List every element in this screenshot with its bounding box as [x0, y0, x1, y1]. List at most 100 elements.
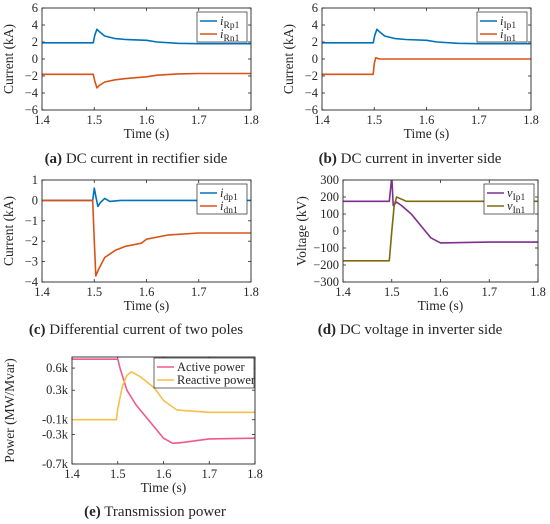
y-tick-label: 0 [32, 52, 38, 66]
legend-label: iIn1 [500, 27, 516, 44]
y-tick-label: −300 [313, 275, 339, 289]
y-tick-label: -0.1k [42, 413, 69, 427]
y-tick-label: −2 [305, 69, 318, 83]
series-line-irp1 [42, 28, 251, 45]
x-tick-label: 1.5 [86, 285, 102, 299]
y-tick-label: −4 [305, 86, 319, 100]
legend-label: Reactive power [177, 373, 256, 387]
legend-label: vIp1 [507, 186, 525, 203]
y-tick-label: 300 [320, 173, 339, 187]
x-tick-label: 1.5 [110, 467, 126, 481]
plot-frame [71, 356, 256, 465]
y-tick-label: −2 [25, 234, 38, 248]
plot-frame [41, 179, 252, 283]
x-tick-label: 1.6 [419, 113, 435, 127]
chart-panel-e: 1.4 1.5 1.6 1.7 1.8 0.6k 0.3k -0.1k-0.3k -0.7k Ti… [2, 356, 263, 520]
x-tick-label: 1.7 [191, 285, 207, 299]
y-tick-label: -0.7k [42, 457, 69, 471]
subfigure-caption: (b) DC current in inverter side [319, 151, 502, 167]
x-tick-label: 1.6 [433, 285, 449, 299]
x-tick-label: 1.8 [243, 285, 259, 299]
legend-label: idn1 [220, 199, 238, 216]
x-axis-label: Time (s) [141, 480, 187, 495]
series-line-iin1 [322, 56, 531, 76]
legend-box [483, 183, 535, 215]
series-line-vip1 [343, 180, 538, 244]
y-tick-label: 0.3k [46, 383, 69, 397]
y-tick-label: 1 [32, 173, 38, 187]
x-axis-label: Time (s) [124, 126, 170, 141]
legend-box [196, 11, 248, 43]
y-tick-label: 4 [32, 18, 39, 32]
x-tick-label: 1.5 [366, 113, 382, 127]
legend-box [196, 183, 248, 215]
y-tick-label: 100 [320, 207, 339, 221]
series-line-irn1 [42, 72, 251, 89]
plot-frame [321, 7, 532, 111]
chart-panel-d: 1.4 1.5 1.6 1.7 1.8 300 200 100 0 −100 −200 −300 Tim… [294, 173, 546, 338]
y-tick-label: 2 [312, 35, 318, 49]
x-tick-label: 1.6 [156, 467, 172, 481]
x-tick-label: 1.8 [243, 113, 259, 127]
y-tick-label: 0.6k [46, 361, 69, 375]
series-line-active-power [72, 358, 255, 445]
legend-label: iIp1 [500, 14, 516, 31]
plot-frame [342, 179, 539, 283]
series-line-idn1 [42, 199, 251, 277]
x-tick-label: 1.8 [530, 285, 546, 299]
y-tick-label: −4 [25, 275, 39, 289]
subfigure-caption: (d) DC voltage in inverter side [318, 322, 503, 338]
legend-label: vIn1 [507, 199, 525, 216]
x-tick-label: 1.7 [471, 113, 487, 127]
legend-box [153, 357, 255, 389]
x-tick-label: 1.4 [34, 113, 50, 127]
y-tick-label: −2 [25, 69, 38, 83]
subfigure-caption: (c) Differential current of two poles [29, 322, 243, 338]
y-tick-label: −100 [313, 241, 339, 255]
y-tick-label: 0 [312, 52, 318, 66]
x-tick-label: 1.7 [201, 467, 217, 481]
x-tick-label: 1.4 [64, 467, 80, 481]
y-tick-label: 6 [32, 1, 38, 15]
chart-panel-c: 1.4 1.5 1.6 1.7 1.8 1 0 −1 −2 −3 −4 Time (s) Current… [1, 173, 259, 338]
y-tick-label: 200 [320, 190, 339, 204]
x-tick-label: 1.7 [191, 113, 207, 127]
x-tick-label: 1.8 [247, 467, 263, 481]
legend-label: iRp1 [220, 14, 240, 31]
y-tick-label: −4 [25, 86, 39, 100]
x-axis-label: Time (s) [418, 298, 464, 313]
x-tick-label: 1.4 [314, 113, 330, 127]
x-tick-label: 1.8 [523, 113, 539, 127]
x-tick-label: 1.4 [335, 285, 351, 299]
x-axis-label: Time (s) [124, 298, 170, 313]
y-axis-label: Current (kA) [1, 24, 16, 94]
chart-panel-a: 1.4 1.5 1.6 1.7 1.8 6 4 2 0 −2 −4 −6 Time (s) Current… [1, 1, 259, 167]
y-tick-label: 0 [32, 193, 38, 207]
y-tick-label: 0 [333, 224, 339, 238]
plot-frame [41, 7, 252, 111]
legend-label: idp1 [220, 186, 238, 203]
x-axis-label: Time (s) [404, 126, 450, 141]
y-axis-label: Voltage (kV) [294, 196, 309, 266]
x-tick-label: 1.4 [34, 285, 50, 299]
y-tick-label: 6 [312, 1, 318, 15]
legend-label: iRn1 [220, 27, 240, 44]
x-tick-label: 1.5 [384, 285, 400, 299]
subfigure-caption: (a) DC current in rectifier side [45, 151, 228, 167]
x-tick-label: 1.6 [139, 285, 155, 299]
subfigure-caption: (e) Transmission power [84, 504, 226, 520]
series-line-reactive-power [72, 370, 255, 421]
y-tick-label: -0.3k [42, 427, 69, 441]
series-line-iip1 [322, 28, 531, 45]
y-tick-label: 2 [32, 35, 38, 49]
y-tick-label: −1 [25, 214, 38, 228]
series-line-idp1 [42, 187, 251, 208]
x-tick-label: 1.6 [139, 113, 155, 127]
legend-label: Active power [177, 360, 246, 374]
